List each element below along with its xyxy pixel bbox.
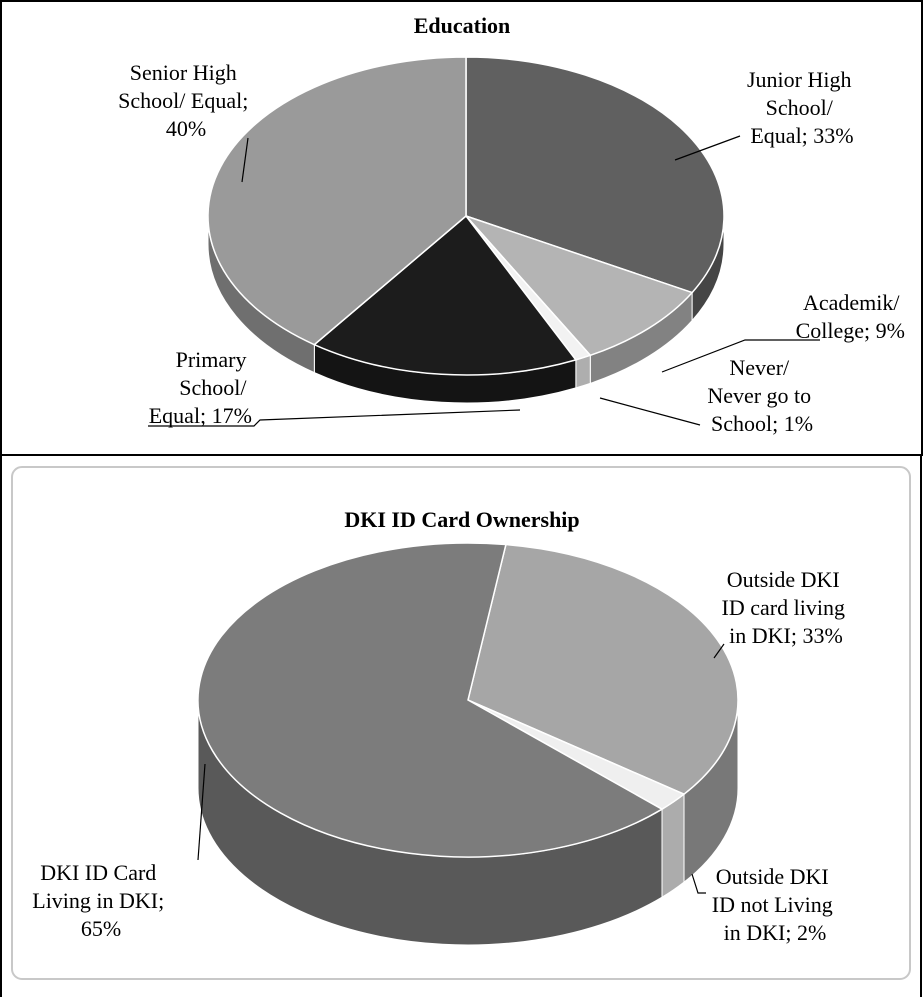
leader-line-primary — [148, 409, 521, 427]
ownership-pie — [197, 542, 739, 946]
education-panel-frame — [0, 0, 923, 456]
education-side-never-never-go-to-school — [575, 354, 591, 389]
leader-line-never — [599, 397, 701, 426]
leader-line-junior-high — [674, 135, 741, 161]
ownership-label-dki-living: DKI ID Card Living in DKI; 65% — [32, 860, 170, 941]
ownership-label-outside-living: Outside DKI ID card living in DKI; 33% — [722, 567, 851, 648]
education-pie — [207, 56, 725, 404]
education-slice-senior-high-school-equal — [207, 56, 467, 346]
leader-line-outside-not-living — [691, 873, 706, 894]
education-slice-junior-high-school-equal — [465, 56, 725, 294]
ownership-slice-dki-id-card-living-in-dki — [197, 542, 664, 858]
education-chart-title: Education — [414, 13, 511, 38]
education-slice-primary-school-equal — [312, 214, 578, 376]
education-label-junior-high: Junior High School/ Equal; 33% — [747, 67, 857, 148]
ownership-chart-title: DKI ID Card Ownership — [344, 507, 579, 532]
ownership-side-outside-dki-id-not-living-in-dki — [661, 793, 685, 899]
education-label-primary: Primary School/ Equal; 17% — [149, 347, 252, 428]
leader-line-senior-high — [241, 137, 249, 183]
education-slice-academik-college — [463, 214, 694, 357]
education-label-academik: Academik/ College; 9% — [796, 290, 905, 343]
leader-line-outside-living — [713, 643, 725, 659]
education-label-never: Never/ Never go to School; 1% — [707, 355, 816, 436]
education-label-senior-high: Senior High School/ Equal; 40% — [118, 60, 254, 141]
leader-line-dki-living — [197, 763, 206, 861]
ownership-label-outside-not-living: Outside DKI ID not Living in DKI; 2% — [712, 864, 839, 945]
leader-line-academik — [661, 339, 820, 373]
ownership-slice-outside-dki-id-card-living-in-dki — [467, 543, 739, 796]
